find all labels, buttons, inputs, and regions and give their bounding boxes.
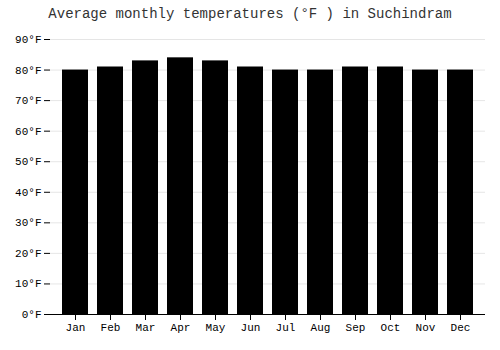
svg-text:40°F: 40°F (15, 187, 41, 199)
svg-text:60°F: 60°F (15, 126, 41, 138)
svg-text:50°F: 50°F (15, 156, 41, 168)
svg-text:Feb: Feb (101, 322, 121, 334)
svg-text:10°F: 10°F (15, 278, 41, 290)
svg-text:90°F: 90°F (15, 34, 41, 46)
html-text:Average monthly temperatures (: Average monthly temperatures (°F ) in Su… (48, 6, 452, 22)
svg-text:Sep: Sep (346, 322, 366, 334)
svg-text:Nov: Nov (416, 322, 436, 334)
svg-text:30°F: 30°F (15, 217, 41, 229)
svg-text:Jul: Jul (276, 322, 296, 334)
svg-text:20°F: 20°F (15, 248, 41, 260)
svg-text:Mar: Mar (136, 322, 156, 334)
svg-text:Jun: Jun (241, 322, 261, 334)
svg-text:80°F: 80°F (15, 65, 41, 77)
svg-text:May: May (206, 322, 226, 334)
svg-text:Jan: Jan (66, 322, 86, 334)
svg-text:Aug: Aug (311, 322, 331, 334)
svg-text:Apr: Apr (171, 322, 191, 334)
svg-text:Dec: Dec (451, 322, 471, 334)
svg-text:0°F: 0°F (22, 309, 42, 321)
svg-text:Oct: Oct (381, 322, 401, 334)
svg-text:70°F: 70°F (15, 95, 41, 107)
